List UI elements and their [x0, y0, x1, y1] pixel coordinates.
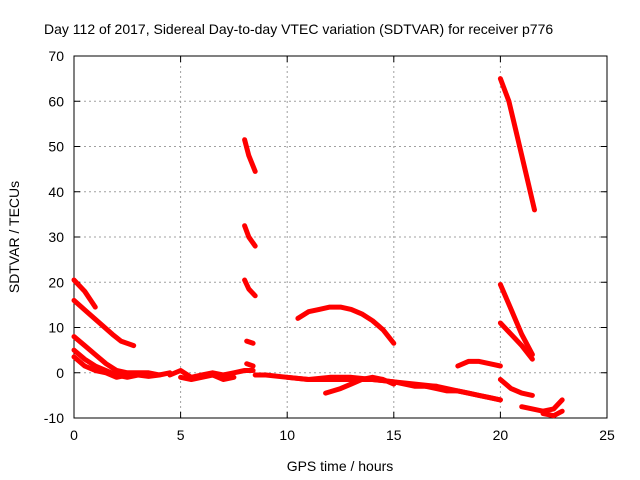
series-arc-19	[497, 76, 537, 213]
x-axis-ticks: 0 5 10 15 20 25	[70, 56, 615, 443]
y-axis-ticks: -10 0 10 20 30 40 50 60 70	[44, 48, 607, 426]
y-tick-label: -10	[44, 410, 64, 426]
x-tick-label: 25	[599, 427, 615, 443]
x-tick-label: 5	[177, 427, 185, 443]
y-tick-label: 40	[48, 184, 64, 200]
y-tick-label: 50	[48, 139, 64, 155]
series-arc-20	[497, 282, 535, 358]
x-tick-label: 20	[493, 427, 509, 443]
series-arc-11	[244, 338, 256, 346]
series-arc-8	[242, 137, 258, 174]
series-arc-21	[497, 320, 535, 362]
series-arc-10	[242, 277, 258, 299]
series-arc-22	[497, 377, 535, 398]
y-tick-label: 10	[48, 320, 64, 336]
y-tick-label: 60	[48, 93, 64, 109]
grid-lines	[74, 56, 607, 418]
x-tick-label: 15	[386, 427, 402, 443]
x-axis-label: GPS time / hours	[287, 458, 394, 474]
series-arc-23	[519, 397, 565, 414]
series-arc-15	[295, 304, 397, 346]
chart-title: Day 112 of 2017, Sidereal Day-to-day VTE…	[44, 21, 553, 37]
series-arc-5	[71, 354, 130, 380]
y-tick-label: 70	[48, 48, 64, 64]
y-tick-label: 30	[48, 229, 64, 245]
y-axis-label: SDTVAR / TECUs	[6, 181, 22, 293]
data-series	[71, 76, 565, 419]
x-tick-label: 10	[279, 427, 295, 443]
series-arc-2	[71, 297, 137, 349]
y-tick-label: 0	[56, 365, 64, 381]
series-arc-18	[455, 358, 503, 369]
series-arc-9	[242, 223, 258, 249]
x-tick-label: 0	[70, 427, 78, 443]
series-arc-12	[244, 361, 256, 369]
plot-frame	[73, 55, 608, 419]
series-arc-7	[178, 372, 237, 382]
series-arc-17	[423, 383, 503, 403]
series-arc-24	[540, 408, 565, 419]
y-tick-label: 20	[48, 274, 64, 290]
series-arc-16	[323, 374, 397, 396]
series-arc-1	[71, 277, 98, 310]
